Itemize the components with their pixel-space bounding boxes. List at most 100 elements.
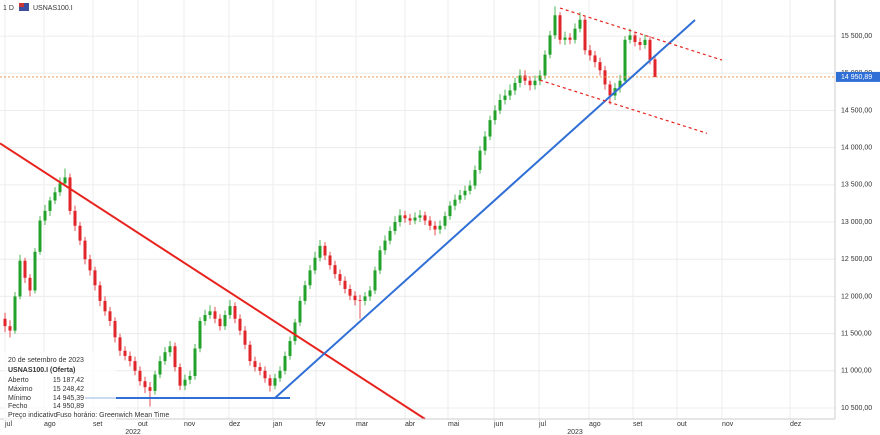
candle-body — [573, 28, 577, 40]
candle-body — [283, 355, 287, 371]
candle-body — [53, 192, 57, 201]
candle-body — [423, 215, 427, 221]
candle-body — [313, 257, 317, 271]
y-tick-label: 12 500,00 — [841, 256, 872, 263]
info-timezone: Fuso horário: Greenwich Mean Time — [56, 412, 169, 419]
candle-body — [168, 346, 172, 353]
trend-line — [559, 7, 723, 61]
candle-body — [518, 75, 522, 83]
candle-body — [618, 80, 622, 89]
candle-body — [58, 183, 62, 193]
candle-body — [173, 346, 177, 368]
candle-body — [193, 348, 197, 377]
x-tick-label: dez — [229, 421, 241, 428]
info-label: Máximo — [8, 386, 33, 393]
x-tick-label: jul — [538, 421, 546, 428]
candle-body — [603, 70, 607, 85]
candle-body — [648, 39, 652, 60]
candle-body — [428, 220, 432, 226]
candle-body — [78, 225, 82, 241]
candle-body — [318, 245, 322, 258]
y-tick-label: 12 000,00 — [841, 293, 872, 300]
candle-body — [298, 300, 302, 323]
candle-body — [338, 274, 342, 281]
candle-body — [228, 306, 232, 316]
x-tick-label: set — [633, 421, 642, 428]
candle-body — [553, 15, 557, 36]
candle-body — [253, 361, 257, 368]
candle-body — [378, 250, 382, 271]
candle-body — [458, 195, 462, 200]
candle-body — [133, 361, 137, 371]
candle-body — [473, 169, 477, 186]
candle-body — [113, 320, 117, 338]
candle-body — [128, 355, 132, 362]
candle-body — [68, 177, 72, 211]
candle-body — [83, 240, 87, 260]
candle-body — [118, 337, 122, 351]
candle-body — [213, 311, 217, 319]
candle-body — [38, 220, 42, 252]
candle-body — [333, 265, 337, 275]
x-tick-label: mar — [356, 421, 369, 428]
candle-body — [643, 39, 647, 46]
info-value: 14 945,39 — [53, 395, 84, 402]
candle-body — [493, 110, 497, 121]
candle-body — [368, 290, 372, 297]
candle-body — [163, 352, 167, 362]
candle-body — [358, 300, 362, 301]
info-label: Aberto — [8, 377, 29, 384]
candle-body — [543, 54, 547, 76]
candle-body — [233, 306, 237, 319]
candle-body — [403, 215, 407, 219]
candle-body — [533, 80, 537, 86]
candle-body — [608, 84, 612, 96]
last-price-box — [836, 71, 880, 82]
candle-body — [93, 270, 97, 286]
info-instrument: USNAS100.I (Oferta) — [8, 367, 75, 374]
candle-body — [448, 205, 452, 217]
candle-body — [583, 19, 587, 51]
y-tick-label: 14 500,00 — [841, 107, 872, 114]
candle-body — [468, 185, 472, 191]
x-tick-label: out — [677, 421, 687, 428]
candle-body — [223, 315, 227, 327]
candle-body — [288, 341, 292, 356]
candle-body — [513, 82, 517, 91]
candle-body — [373, 270, 377, 291]
candle-body — [523, 75, 527, 81]
trend-line — [274, 19, 696, 399]
candle-body — [578, 19, 582, 29]
candle-body — [628, 35, 632, 40]
x-tick-label: fev — [316, 421, 326, 428]
candle-body — [158, 361, 162, 375]
candle-body — [63, 177, 67, 184]
candle-body — [13, 296, 17, 331]
candle-body — [653, 59, 657, 77]
info-value: 15 187,42 — [53, 377, 84, 384]
candle-body — [88, 259, 92, 271]
candle-body — [198, 320, 202, 349]
x-tick-label: ago — [44, 421, 56, 428]
candle-body — [303, 285, 307, 301]
candle-body — [623, 39, 627, 81]
candle-body — [48, 200, 52, 211]
y-tick-label: 13 500,00 — [841, 182, 872, 189]
info-label: Fecho — [8, 403, 28, 410]
y-tick-label: 15 500,00 — [841, 33, 872, 40]
candle-body — [408, 218, 412, 221]
candle-body — [633, 35, 637, 43]
flag-icon — [19, 3, 24, 7]
candle-body — [238, 318, 242, 331]
info-background — [4, 352, 116, 420]
candle-body — [538, 75, 542, 81]
year-label: 2022 — [125, 429, 141, 435]
candle-body — [103, 300, 107, 312]
candle-body — [73, 210, 77, 226]
candle-body — [98, 285, 102, 301]
interval: 1 D — [3, 5, 14, 12]
candle-body — [218, 318, 222, 327]
info-value: 15 248,42 — [53, 386, 84, 393]
info-value: 14 950,89 — [53, 403, 84, 410]
